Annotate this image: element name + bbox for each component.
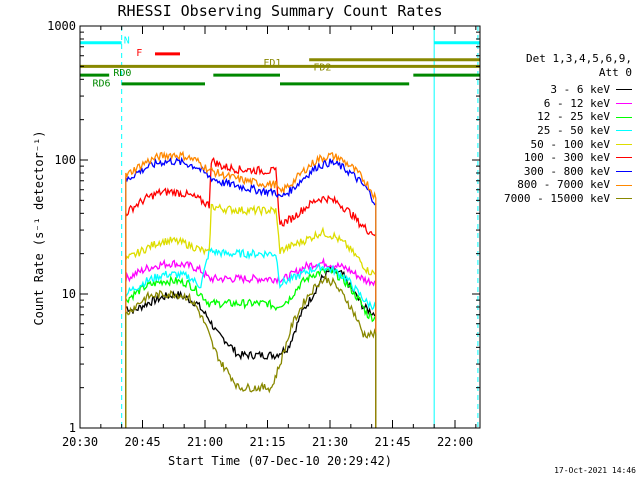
x-tick-label-5: 21:45 xyxy=(374,435,410,449)
legend-label: 300 - 800 keV xyxy=(523,164,610,178)
state-label-fd2: FD2 xyxy=(313,62,331,73)
series-line-800-7000-kev xyxy=(125,150,377,428)
y-tick-label-3: 1000 xyxy=(47,19,76,33)
y-tick-label-2: 100 xyxy=(54,153,76,167)
y-axis-label: Count Rate (s⁻¹ detector⁻¹) xyxy=(32,130,46,326)
timestamp: 17-Oct-2021 14:46 xyxy=(554,466,636,475)
legend-item: 12 - 25 keV xyxy=(504,110,632,124)
plot-frame xyxy=(79,25,481,429)
legend-item: 7000 - 15000 keV xyxy=(504,192,632,206)
legend-item: 800 - 7000 keV xyxy=(504,178,632,192)
legend-label: 100 - 300 keV xyxy=(523,151,610,165)
x-tick-label-3: 21:15 xyxy=(249,435,285,449)
state-label-f: F xyxy=(136,48,142,59)
legend-item: 3 - 6 keV xyxy=(504,83,632,97)
legend: Det 1,3,4,5,6,9, Att 0 3 - 6 keV 6 - 12 k… xyxy=(504,52,632,206)
x-tick-label-4: 21:30 xyxy=(312,435,348,449)
state-label-n: N xyxy=(124,36,130,47)
series-line-6-12-kev xyxy=(125,257,377,428)
y-tick-label-1: 10 xyxy=(62,287,76,301)
legend-label: 25 - 50 keV xyxy=(537,123,610,137)
legend-title-line-2: Att 0 xyxy=(598,65,632,79)
series-line-300-800-kev xyxy=(125,156,377,428)
x-axis-label: Start Time (07-Dec-10 20:29:42) xyxy=(168,454,392,468)
state-label-rd0: RD0 xyxy=(113,68,131,79)
state-label-fd1: FD1 xyxy=(263,58,281,69)
legend-swatch xyxy=(616,103,632,105)
series-line-7000-15000-kev xyxy=(125,274,377,428)
legend-label: 12 - 25 keV xyxy=(537,110,610,124)
series-line-50-100-kev xyxy=(125,203,377,428)
legend-swatch xyxy=(616,198,632,200)
legend-title-line-1: Det 1,3,4,5,6,9, xyxy=(526,52,632,65)
series-line-25-50-kev xyxy=(125,247,377,428)
legend-label: 800 - 7000 keV xyxy=(517,178,610,192)
state-label-rd6: RD6 xyxy=(93,78,111,89)
legend-item: 100 - 300 keV xyxy=(504,151,632,165)
legend-label: 7000 - 15000 keV xyxy=(504,191,610,205)
legend-label: 6 - 12 keV xyxy=(543,96,610,110)
legend-swatch xyxy=(616,157,632,159)
legend-swatch xyxy=(616,143,632,145)
legend-swatch xyxy=(616,130,632,132)
legend-label: 3 - 6 keV xyxy=(550,83,610,97)
legend-item: 300 - 800 keV xyxy=(504,165,632,179)
y-tick-label-0: 1 xyxy=(69,421,76,435)
series-line-12-25-kev xyxy=(125,266,377,428)
legend-swatch xyxy=(616,89,632,91)
legend-swatch xyxy=(616,171,632,173)
x-tick-label-0: 20:30 xyxy=(62,435,98,449)
chart-title: RHESSI Observing Summary Count Rates xyxy=(117,2,443,20)
legend-label: 50 - 100 keV xyxy=(530,137,610,151)
series-line-100-300-kev xyxy=(125,157,377,428)
x-tick-label-6: 22:00 xyxy=(437,435,473,449)
series-line-3-6-kev xyxy=(125,265,377,428)
legend-swatch xyxy=(616,116,632,118)
legend-swatch xyxy=(616,184,632,186)
legend-item: 50 - 100 keV xyxy=(504,138,632,152)
x-tick-label-2: 21:00 xyxy=(187,435,223,449)
legend-item: 25 - 50 keV xyxy=(504,124,632,138)
legend-item: 6 - 12 keV xyxy=(504,97,632,111)
x-tick-label-1: 20:45 xyxy=(124,435,160,449)
